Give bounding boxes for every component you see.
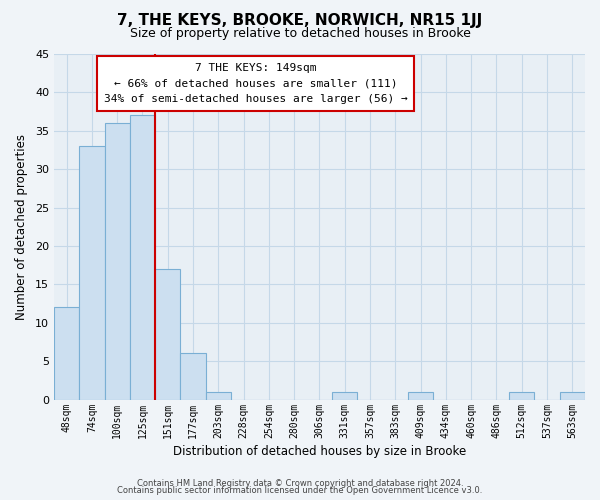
- Text: Size of property relative to detached houses in Brooke: Size of property relative to detached ho…: [130, 28, 470, 40]
- X-axis label: Distribution of detached houses by size in Brooke: Distribution of detached houses by size …: [173, 444, 466, 458]
- Text: Contains public sector information licensed under the Open Government Licence v3: Contains public sector information licen…: [118, 486, 482, 495]
- Bar: [104, 123, 130, 400]
- Text: 7, THE KEYS, BROOKE, NORWICH, NR15 1JJ: 7, THE KEYS, BROOKE, NORWICH, NR15 1JJ: [118, 12, 482, 28]
- Bar: [155, 269, 181, 400]
- Bar: [54, 308, 79, 400]
- Bar: [560, 392, 585, 400]
- Bar: [181, 354, 206, 400]
- Bar: [509, 392, 535, 400]
- Text: 7 THE KEYS: 149sqm    
← 66% of detached houses are smaller (111)
34% of semi-de: 7 THE KEYS: 149sqm ← 66% of detached hou…: [104, 62, 407, 104]
- Y-axis label: Number of detached properties: Number of detached properties: [15, 134, 28, 320]
- Bar: [332, 392, 358, 400]
- Bar: [408, 392, 433, 400]
- Bar: [130, 116, 155, 400]
- Bar: [206, 392, 231, 400]
- Bar: [79, 146, 104, 400]
- Text: Contains HM Land Registry data © Crown copyright and database right 2024.: Contains HM Land Registry data © Crown c…: [137, 478, 463, 488]
